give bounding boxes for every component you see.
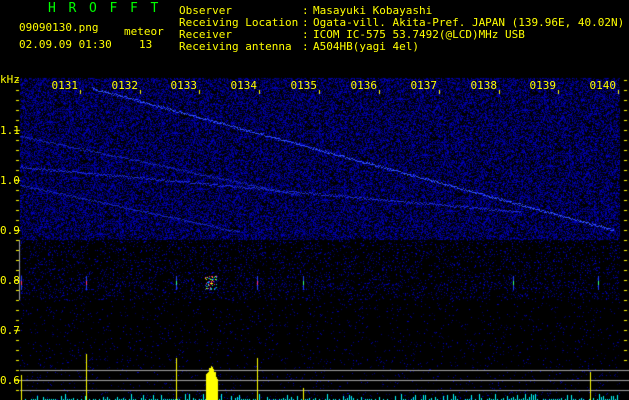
y-axis-label: 1.0	[0, 174, 20, 187]
time-label: 0133	[170, 79, 198, 92]
time-label: 0140	[589, 79, 617, 92]
filename: 09090130.png	[19, 21, 99, 34]
info-label: Receiving antenna	[179, 40, 292, 53]
time-label: 0134	[230, 79, 258, 92]
y-axis-label: 0.8	[0, 274, 20, 287]
info-colon: :	[302, 28, 309, 41]
time-label: 0139	[529, 79, 557, 92]
observer-value: Masayuki Kobayashi	[313, 4, 433, 17]
receiver-value: ICOM IC-575 53.7492(@LCD)MHz USB	[313, 28, 525, 41]
info-colon: :	[302, 4, 309, 17]
info-colon: :	[302, 40, 309, 53]
meteor-count: 13	[139, 38, 153, 51]
y-axis-label: 1.1	[0, 124, 20, 137]
time-label: 0136	[350, 79, 378, 92]
antenna-value: A504HB(yagi 4el)	[313, 40, 419, 53]
y-axis-label: 0.6	[0, 374, 20, 387]
time-label: 0135	[290, 79, 318, 92]
y-axis-label: 0.9	[0, 224, 20, 237]
info-colon: :	[302, 16, 309, 29]
datetime: 02.09.09 01:30	[19, 38, 112, 51]
info-label: Receiving Location	[179, 16, 299, 29]
location-value: Ogata-vill. Akita-Pref. JAPAN (139.96E, …	[313, 16, 625, 29]
y-axis-label: 0.7	[0, 324, 20, 337]
time-label: 0132	[111, 79, 139, 92]
meteor-label: meteor	[124, 25, 164, 38]
info-label: Receiver	[179, 28, 232, 41]
time-label: 0131	[51, 79, 79, 92]
time-label: 0137	[410, 79, 438, 92]
y-axis-unit: kHz	[0, 73, 20, 86]
time-label: 0138	[470, 79, 498, 92]
info-label: Observer	[179, 4, 232, 17]
